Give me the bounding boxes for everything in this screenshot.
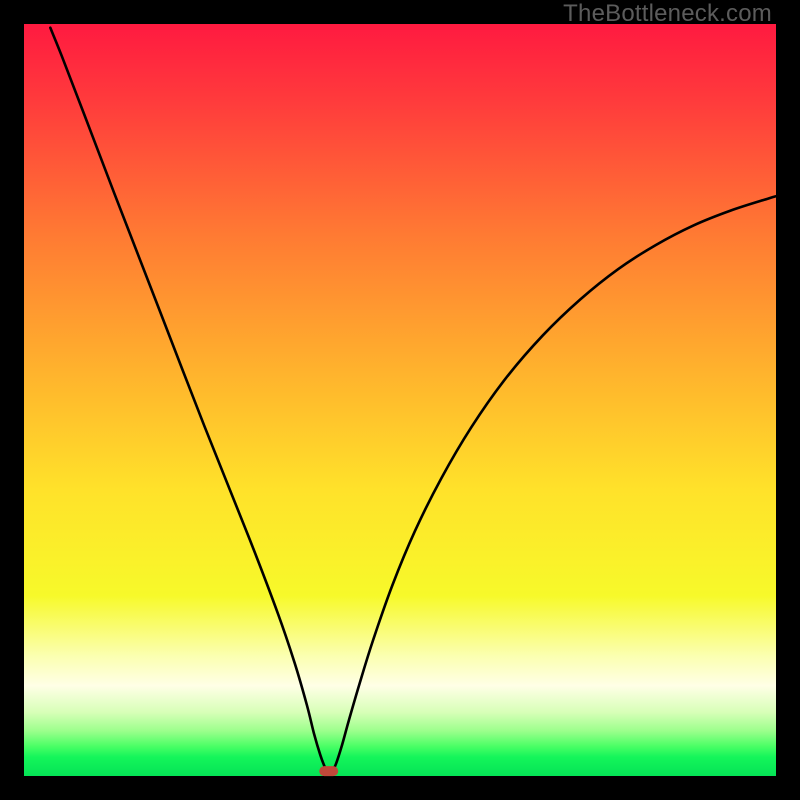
plot-area: [24, 24, 776, 776]
watermark-text: TheBottleneck.com: [563, 0, 772, 28]
gradient-background: [24, 24, 776, 776]
chart-svg: [24, 24, 776, 776]
minimum-marker: [319, 766, 339, 776]
